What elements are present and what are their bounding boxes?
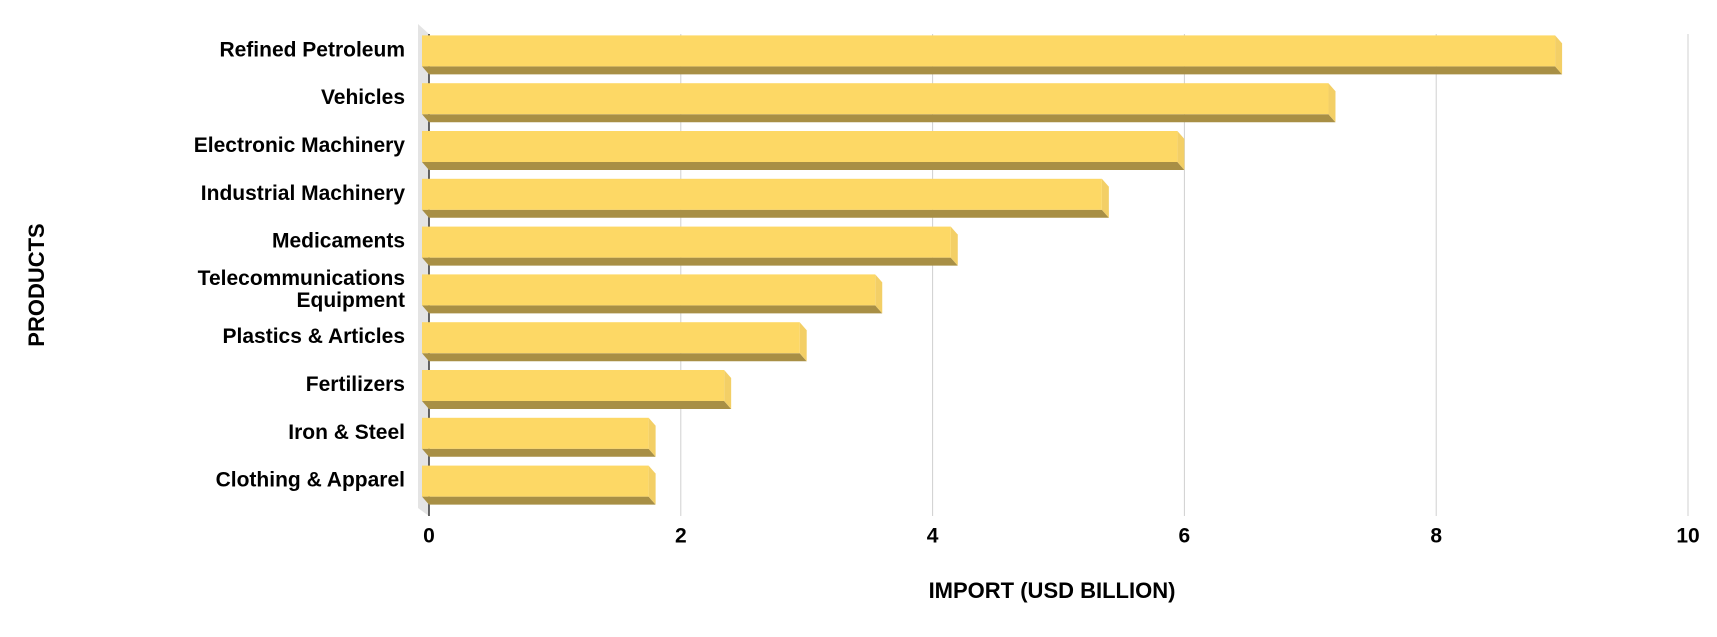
y-tick-label: Electronic Machinery: [194, 134, 406, 157]
bar-bottom: [422, 257, 958, 266]
y-tick-label: Industrial Machinery: [201, 182, 406, 205]
bar-bottom: [422, 496, 656, 505]
bar-bottom: [422, 209, 1109, 218]
x-tick-label: 0: [423, 525, 435, 548]
y-tick-label: Clothing & Apparel: [216, 469, 405, 492]
bar-side: [648, 465, 656, 505]
bar: [422, 178, 1102, 210]
bar-bottom: [422, 114, 1336, 123]
bar-side: [648, 417, 656, 457]
bar-side: [1555, 35, 1563, 75]
bar: [422, 35, 1556, 67]
bar-bottom: [422, 162, 1185, 170]
bar: [422, 417, 649, 449]
x-tick-label: 4: [927, 525, 939, 548]
bar: [422, 226, 951, 258]
y-tick-label: Refined Petroleum: [219, 38, 405, 61]
x-axis-title: IMPORT (USD BILLION): [929, 578, 1176, 603]
bar: [422, 274, 876, 306]
bar-bottom: [422, 305, 883, 314]
bar-side: [875, 274, 883, 314]
y-tick-label: Plastics & Articles: [223, 325, 405, 348]
bar-bottom: [422, 353, 807, 362]
x-tick-label: 10: [1676, 525, 1699, 548]
y-tick-label: Medicaments: [272, 230, 405, 253]
y-tick-label: Fertilizers: [306, 373, 405, 396]
bar: [422, 322, 800, 354]
y-axis-title: PRODUCTS: [24, 223, 49, 346]
bar-bottom: [422, 401, 732, 409]
y-tick-label: Vehicles: [321, 86, 405, 109]
bar-side: [799, 322, 807, 362]
bar-bottom: [422, 448, 656, 457]
y-tick-label: Iron & Steel: [288, 421, 405, 444]
bar-side: [1101, 178, 1109, 218]
y-tick-label: Telecommunications Equipment: [198, 266, 405, 311]
x-tick-label: 2: [675, 525, 687, 548]
x-tick-label: 8: [1430, 525, 1442, 548]
bar-side: [1328, 83, 1336, 123]
bar: [422, 131, 1178, 162]
bar-side: [724, 370, 732, 409]
bar: [422, 83, 1329, 115]
bar: [422, 465, 649, 497]
bar-side: [950, 226, 958, 266]
bar-bottom: [422, 66, 1563, 75]
bar-side: [1177, 131, 1185, 170]
bar: [422, 370, 725, 401]
x-tick-label: 6: [1179, 525, 1191, 548]
